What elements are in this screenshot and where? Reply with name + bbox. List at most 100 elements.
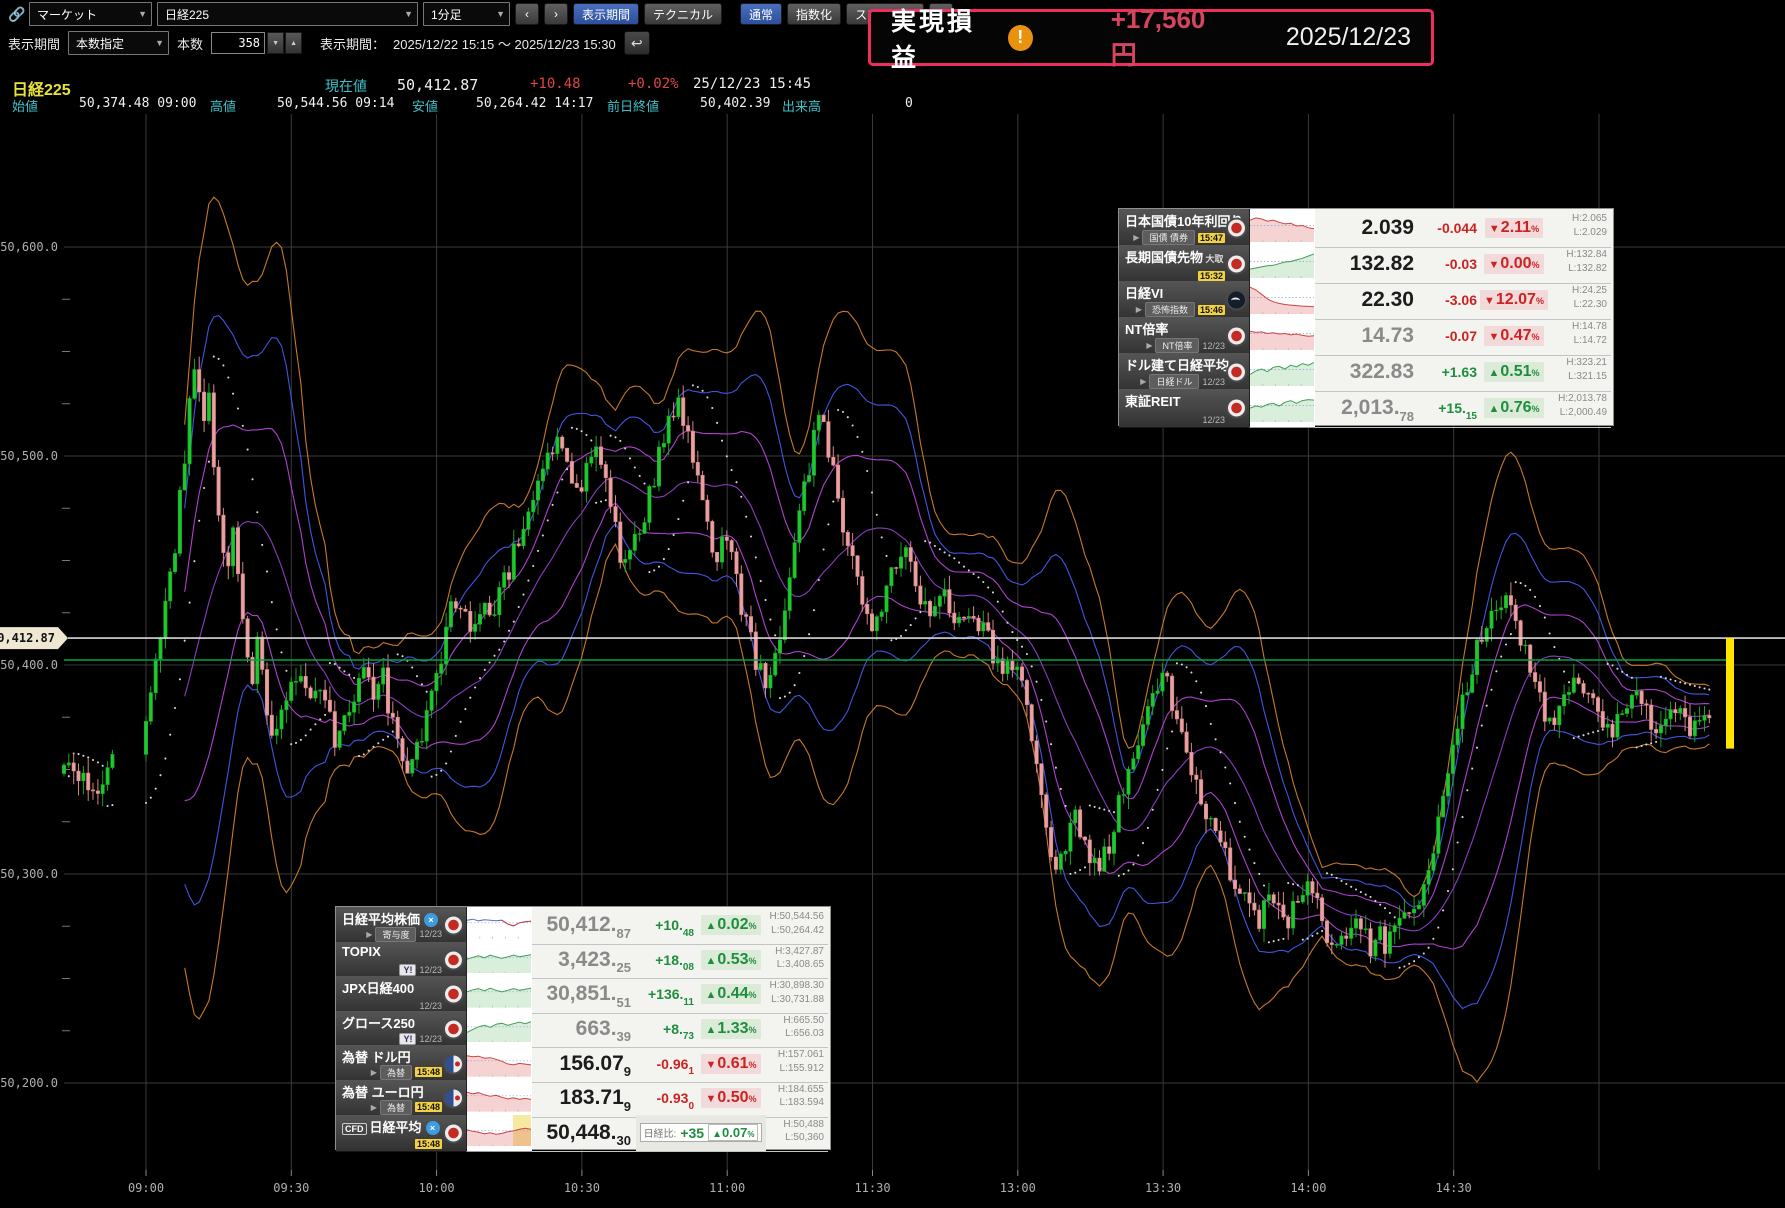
yahoo-badge[interactable]: Y! xyxy=(399,1033,417,1046)
x-axis-label: 14:00 xyxy=(1290,1181,1326,1195)
expand-arrow-icon[interactable]: ▶ xyxy=(1133,233,1140,242)
symbol-select-value: 日経225 xyxy=(165,7,210,22)
expand-arrow-icon[interactable]: ▶ xyxy=(370,1102,377,1112)
market-row-row[interactable]: ドル建て日経平均 ▶ 日経ドル 12/23 322.83 +1.63 ▲ 0.51% H:323… xyxy=(1119,353,1613,392)
market-row-250[interactable]: グロース250 Y! 12/23 663. 39 +8. 73 ▲ 1.33% H:665.50 L… xyxy=(336,1010,830,1049)
x-share-icon[interactable]: × xyxy=(425,1120,440,1135)
market-name-text: 長期国債先物 xyxy=(1125,250,1204,265)
market-row-change: +18. 08 xyxy=(636,942,696,980)
sub-category-badge[interactable]: 恐怖指数 xyxy=(1144,302,1195,317)
yahoo-badge[interactable]: Y! xyxy=(399,964,417,977)
market-row-subline: ▶ 恐怖指数 15:46 xyxy=(1136,302,1225,317)
value-decimals: 39 xyxy=(616,1029,631,1045)
market-name: TOPIX xyxy=(342,944,442,959)
expand-arrow-icon[interactable]: ▶ xyxy=(370,1067,377,1077)
market-row-sparkline xyxy=(1249,389,1315,428)
market-row-nt[interactable]: NT倍率 ▶ NT倍率 12/23 14.73 -0.07 ▼ 0.47% H:14.78 L:1… xyxy=(1119,317,1613,356)
market-row-subline: ▶ 為替 15:48 xyxy=(370,1064,442,1080)
value-decimals: 78 xyxy=(1399,409,1414,424)
link-icon[interactable]: 🔗 xyxy=(8,6,26,22)
market-row-subline: Y! 12/23 xyxy=(399,964,442,977)
market-row-sparkline xyxy=(1249,209,1315,248)
quote-time: 15:47 xyxy=(1197,232,1225,243)
count-increment-button[interactable]: ▲ xyxy=(285,32,303,54)
change-main: +18. xyxy=(655,951,683,968)
count-decrement-button[interactable]: ▼ xyxy=(267,32,285,54)
market-row-row[interactable]: 為替 ドル円 ▶ 為替 15:48 156.07 9 -0.96 1 ▼ 0.61% H:157.0… xyxy=(336,1045,830,1083)
high-value: H:30,898.30 xyxy=(769,980,825,992)
change-main: -0.07 xyxy=(1445,328,1477,344)
market-row-row[interactable]: 日経平均株価 × ▶ 寄与度 12/23 50,412. 87 +10. 48 ▲ 0.02% H:5… xyxy=(336,907,830,945)
count-mode-select[interactable]: 本数指定 ▼ xyxy=(68,31,170,55)
market-row-percent: ▲ 0.02% xyxy=(696,907,766,945)
market-row-change: -3.06 xyxy=(1419,281,1479,320)
prev-button[interactable]: ‹ xyxy=(515,3,539,25)
market-row-high-low: H:50,544.56 L:50,264.42 xyxy=(766,907,828,945)
market-row-percent: ▲ 0.53% xyxy=(696,942,766,980)
market-row-reit[interactable]: 東証REIT 12/23 2,013. 78 +15. 15 ▲ 0.76% H:2,013.7… xyxy=(1119,389,1613,428)
percent-box: ▼ 0.61% xyxy=(701,1053,761,1074)
chevron-down-icon: ▼ xyxy=(138,9,147,19)
display-period-button[interactable]: 表示期間 xyxy=(573,3,640,25)
technical-button[interactable]: テクニカル xyxy=(644,3,723,25)
sub-category-badge[interactable]: 為替 xyxy=(379,1099,412,1115)
normal-button[interactable]: 通常 xyxy=(740,3,783,25)
up-triangle-icon: ▲ xyxy=(705,954,717,967)
quote-time: 12/23 xyxy=(419,929,442,940)
market-row-row[interactable]: 為替 ユーロ円 ▶ 為替 15:48 183.71 9 -0.93 0 ▼ 0.50% H:184.… xyxy=(336,1079,830,1118)
market-row-percent: ▲ 0.76% xyxy=(1479,389,1549,428)
bar-count-input[interactable] xyxy=(211,32,266,54)
sub-category-badge[interactable]: 為替 xyxy=(379,1064,412,1080)
market-row-percent: ▲ 0.51% xyxy=(1479,353,1549,392)
market-name-text: グロース250 xyxy=(342,1015,416,1031)
sub-category-badge[interactable]: 寄与度 xyxy=(375,926,417,942)
market-row-10[interactable]: 日本国債10年利回り ▶ 国債 債券 15:47 2.039 -0.044 ▼ 2.11% H:… xyxy=(1119,209,1613,248)
market-row-subline: ▶ 為替 15:48 xyxy=(370,1099,442,1115)
market-row-row[interactable]: 長期国債先物 大取 15:32 132.82 -0.03 ▼ 0.00% H:132.84 L… xyxy=(1119,245,1613,284)
sub-category-badge[interactable]: 国債 債券 xyxy=(1142,230,1195,245)
market-row-subline: 15:48 xyxy=(414,1139,442,1150)
expand-arrow-icon[interactable]: ▶ xyxy=(366,929,373,939)
value-decimals: 9 xyxy=(623,1063,631,1079)
japan-flag-icon xyxy=(443,914,464,936)
market-row-change: +8. 73 xyxy=(636,1011,696,1049)
bollinger-inner-band xyxy=(184,424,1710,950)
market-row-change: +136. 11 xyxy=(636,976,696,1014)
market-select[interactable]: マーケット ▼ xyxy=(29,2,152,26)
timeframe-select[interactable]: 1分足 ▼ xyxy=(423,2,510,26)
low-value: L:132.82 xyxy=(1568,262,1607,274)
market-row-topix[interactable]: TOPIX Y! 12/23 3,423. 25 +18. 08 ▲ 0.53% H:3,427.… xyxy=(336,941,830,980)
market-row-jpx400[interactable]: JPX日経400 12/23 30,851. 51 +136. 11 ▲ 0.44% H:30,… xyxy=(336,976,830,1014)
refresh-icon[interactable]: ↩ xyxy=(623,31,650,55)
market-row-subline: 15:32 xyxy=(1197,271,1225,281)
value-main: 2.039 xyxy=(1361,216,1414,239)
market-name-text: 日本国債10年利回り xyxy=(1125,214,1244,229)
low-value: 50,264.42 14:17 xyxy=(476,96,594,111)
y-axis-label: 50,300.0 xyxy=(0,867,58,881)
next-button[interactable]: › xyxy=(544,3,568,25)
low-value: L:183.594 xyxy=(779,1097,825,1109)
indexed-button[interactable]: 指数化 xyxy=(787,3,842,25)
value-main: 156.07 xyxy=(559,1051,624,1075)
mini-sparkline xyxy=(466,1055,532,1077)
value-decimals: 51 xyxy=(616,994,631,1010)
expand-arrow-icon[interactable]: ▶ xyxy=(1140,377,1147,386)
quote-time: 12/23 xyxy=(1202,415,1225,425)
high-value: H:132.84 xyxy=(1566,249,1607,260)
sub-category-badge[interactable]: 日経ドル xyxy=(1149,374,1200,389)
value-main: 22.30 xyxy=(1361,288,1414,311)
high-value: H:184.655 xyxy=(777,1083,824,1095)
market-row-value: 3,423. 25 xyxy=(532,942,636,980)
sub-category-badge[interactable]: NT倍率 xyxy=(1155,338,1200,353)
symbol-select[interactable]: 日経225 ▼ xyxy=(157,2,418,26)
up-triangle-icon: ▲ xyxy=(712,1129,722,1141)
market-row-row[interactable]: CFD 日経平均 × 15:48 50,448. 30 日経比: +35 ▲ 0.07% H:50,… xyxy=(336,1114,830,1153)
market-row-vi[interactable]: 日経VI ▶ 恐怖指数 15:46 22.30 -3.06 ▼ 12.07% H:24.25 L:… xyxy=(1119,281,1613,320)
expand-arrow-icon[interactable]: ▶ xyxy=(1135,305,1142,314)
realized-pnl-box[interactable]: 実現損益 ! +17,560円 2025/12/23 xyxy=(868,4,1434,72)
x-share-icon[interactable]: × xyxy=(424,913,439,927)
change-main: +136. xyxy=(647,986,684,1003)
y-axis-label: 50,600.0 xyxy=(0,240,58,254)
expand-arrow-icon[interactable]: ▶ xyxy=(1146,341,1153,350)
